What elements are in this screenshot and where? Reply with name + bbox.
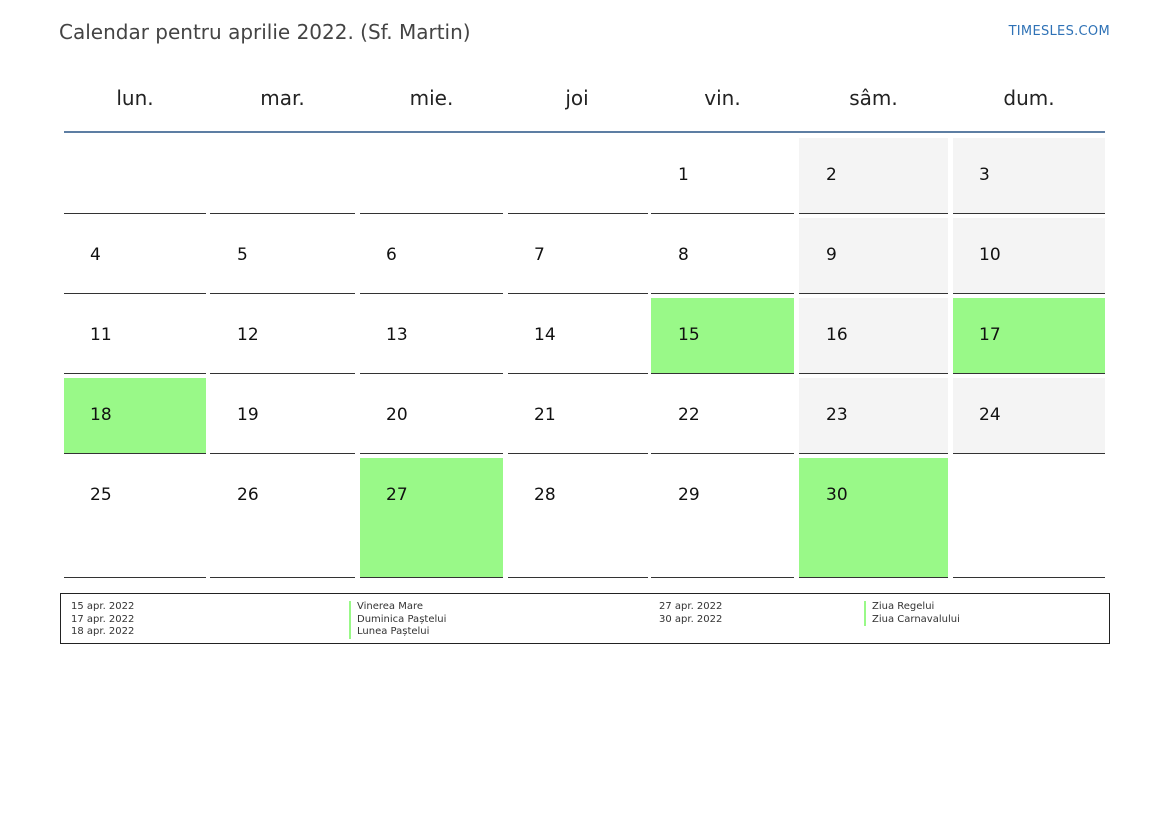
day-number: 11	[90, 325, 112, 345]
day-number: 24	[979, 405, 1001, 425]
day-number: 2	[826, 165, 837, 185]
site-link[interactable]: TIMESLES.COM	[1008, 24, 1110, 39]
legend-date: 15 apr. 2022	[71, 601, 135, 612]
day-number: 3	[979, 165, 990, 185]
empty-day-cell	[64, 138, 206, 214]
legend-date: 30 apr. 2022	[659, 613, 723, 625]
day-cell: 13	[360, 298, 503, 374]
day-number: 15	[678, 325, 700, 345]
day-number: 25	[90, 485, 112, 505]
legend-date: 18 apr. 2022	[71, 626, 135, 637]
day-number: 18	[90, 405, 112, 425]
day-number: 19	[237, 405, 259, 425]
day-number: 21	[534, 405, 556, 425]
weekday-mon: lun.	[116, 86, 154, 110]
day-number: 8	[678, 245, 689, 265]
weekday-header: lun. mar. mie. joi vin. sâm. dum.	[64, 80, 1105, 132]
weekday-tue: mar.	[260, 86, 305, 110]
day-cell: 26	[210, 458, 355, 578]
legend-date: 17 apr. 2022	[71, 613, 135, 625]
empty-day-cell	[210, 138, 355, 214]
day-cell: 28	[508, 458, 648, 578]
legend-names-group-1: Vinerea Mare Duminica Paștelui Lunea Paș…	[349, 601, 446, 639]
holiday-legend: 15 apr. 2022 17 apr. 2022 18 apr. 2022 V…	[60, 593, 1110, 644]
legend-date: 27 apr. 2022	[659, 601, 723, 612]
day-cell: 8	[651, 218, 794, 294]
day-number: 27	[386, 485, 408, 505]
weekday-sat: sâm.	[849, 86, 898, 110]
day-cell: 5	[210, 218, 355, 294]
day-cell: 1	[651, 138, 794, 214]
legend-holiday-name: Ziua Regelui	[864, 601, 960, 614]
day-number: 29	[678, 485, 700, 505]
day-number: 5	[237, 245, 248, 265]
day-cell: 20	[360, 378, 503, 454]
weekday-sun: dum.	[1003, 86, 1055, 110]
weekend-day-cell: 2	[799, 138, 948, 214]
day-cell: 7	[508, 218, 648, 294]
day-cell: 11	[64, 298, 206, 374]
day-number: 7	[534, 245, 545, 265]
weekend-day-cell: 16	[799, 298, 948, 374]
day-number: 10	[979, 245, 1001, 265]
legend-holiday-name: Duminica Paștelui	[349, 613, 446, 626]
day-number: 26	[237, 485, 259, 505]
empty-day-cell	[953, 458, 1105, 578]
weekday-wed: mie.	[409, 86, 454, 110]
weekend-day-cell: 10	[953, 218, 1105, 294]
empty-day-cell	[360, 138, 503, 214]
day-number: 17	[979, 325, 1001, 345]
day-cell: 12	[210, 298, 355, 374]
day-number: 20	[386, 405, 408, 425]
day-cell: 22	[651, 378, 794, 454]
day-number: 12	[237, 325, 259, 345]
header-divider	[64, 131, 1105, 133]
day-cell: 19	[210, 378, 355, 454]
day-cell: 21	[508, 378, 648, 454]
day-cell: 25	[64, 458, 206, 578]
legend-dates-group-1: 15 apr. 2022 17 apr. 2022 18 apr. 2022	[71, 601, 134, 639]
holiday-day-cell: 18	[64, 378, 206, 454]
legend-names-group-2: Ziua Regelui Ziua Carnavalului	[864, 601, 960, 626]
day-number: 23	[826, 405, 848, 425]
holiday-day-cell: 30	[799, 458, 948, 578]
holiday-day-cell: 15	[651, 298, 794, 374]
day-number: 22	[678, 405, 700, 425]
empty-day-cell	[508, 138, 648, 214]
day-number: 14	[534, 325, 556, 345]
day-number: 16	[826, 325, 848, 345]
day-number: 28	[534, 485, 556, 505]
day-number: 6	[386, 245, 397, 265]
holiday-day-cell: 27	[360, 458, 503, 578]
day-cell: 14	[508, 298, 648, 374]
holiday-day-cell: 17	[953, 298, 1105, 374]
weekday-fri: vin.	[704, 86, 741, 110]
weekend-day-cell: 9	[799, 218, 948, 294]
day-number: 30	[826, 485, 848, 505]
weekend-day-cell: 24	[953, 378, 1105, 454]
day-number: 13	[386, 325, 408, 345]
day-cell: 29	[651, 458, 794, 578]
day-cell: 4	[64, 218, 206, 294]
day-number: 4	[90, 245, 101, 265]
page-title: Calendar pentru aprilie 2022. (Sf. Marti…	[59, 20, 471, 44]
day-number: 9	[826, 245, 837, 265]
legend-holiday-name: Vinerea Mare	[349, 601, 446, 614]
legend-holiday-name: Ziua Carnavalului	[864, 613, 960, 626]
weekend-day-cell: 23	[799, 378, 948, 454]
weekend-day-cell: 3	[953, 138, 1105, 214]
day-number: 1	[678, 165, 689, 185]
weekday-thu: joi	[565, 86, 589, 110]
legend-dates-group-2: 27 apr. 2022 30 apr. 2022	[659, 601, 722, 626]
legend-holiday-name: Lunea Paștelui	[349, 626, 446, 639]
day-cell: 6	[360, 218, 503, 294]
